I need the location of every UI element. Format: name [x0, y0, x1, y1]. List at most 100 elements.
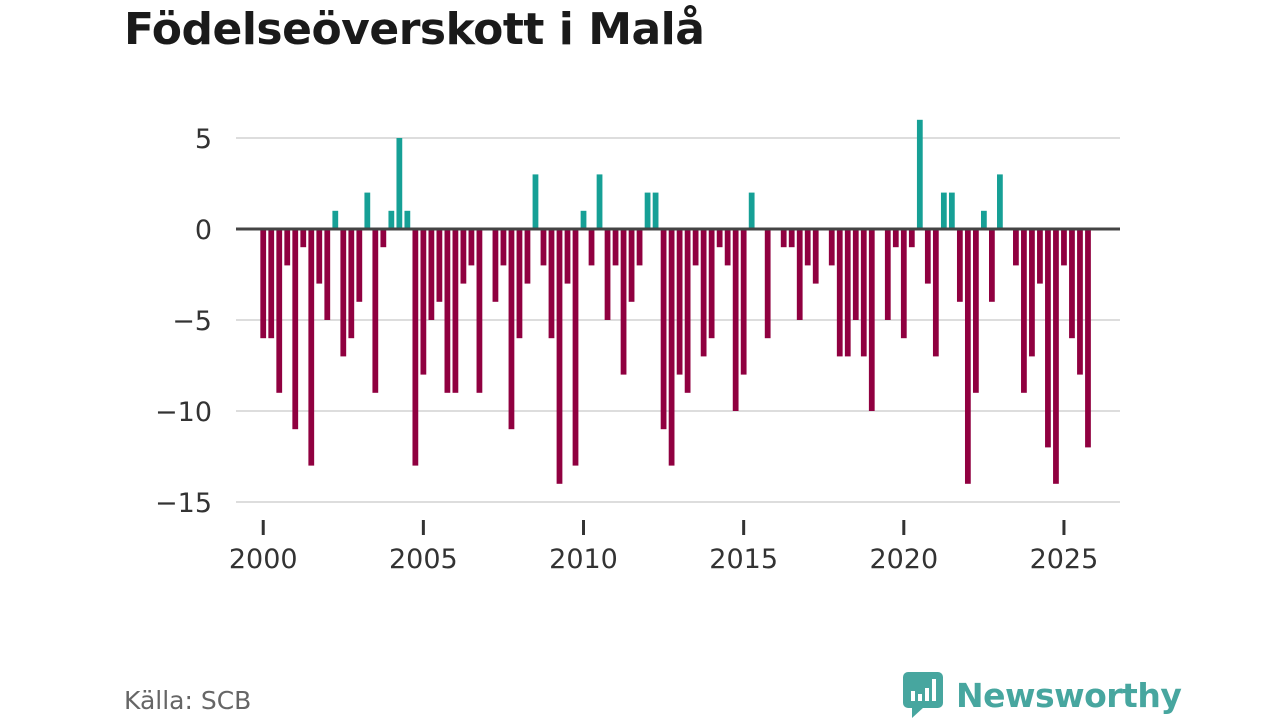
bar-negative [892, 229, 899, 248]
bar-negative [828, 229, 835, 266]
bar-negative [604, 229, 611, 320]
bar-negative [524, 229, 531, 284]
bar-negative [668, 229, 675, 466]
bar-negative [868, 229, 875, 411]
bar-positive [388, 210, 395, 229]
bar-negative [844, 229, 851, 357]
bar-negative [612, 229, 619, 266]
bar-positive [404, 210, 411, 229]
bar-negative [284, 229, 291, 266]
y-tick-label: −5 [172, 306, 212, 337]
bar-positive [748, 192, 755, 229]
bar-negative [764, 229, 771, 339]
bar-negative [692, 229, 699, 266]
bar-negative [676, 229, 683, 375]
bar-positive [532, 174, 539, 229]
bar-negative [884, 229, 891, 320]
chart-title: Födelseöverskott i Malå [124, 4, 705, 55]
newsworthy-bar-chart-logo-icon [903, 672, 943, 718]
bar-negative [788, 229, 795, 248]
bar-negative [740, 229, 747, 375]
bar-negative [716, 229, 723, 248]
x-tick-label: 2025 [1030, 544, 1099, 575]
axes: 5 0 −5 −10 −15 2000 2005 2010 2015 2020 2025 [155, 124, 1120, 575]
bar-negative [420, 229, 427, 375]
bar-negative [460, 229, 467, 284]
bar-negative [628, 229, 635, 302]
bar-negative [852, 229, 859, 320]
bar-negative [492, 229, 499, 302]
bar-negative [428, 229, 435, 320]
x-tick-label: 2005 [389, 544, 458, 575]
bar-negative [708, 229, 715, 339]
bar-negative [1085, 229, 1091, 448]
bar-positive [364, 192, 371, 229]
x-tick-label: 2010 [549, 544, 618, 575]
y-tick-label: 0 [195, 215, 212, 246]
bar-negative [324, 229, 331, 320]
bar-negative [732, 229, 739, 411]
bar-negative [1077, 229, 1083, 375]
bar-negative [956, 229, 963, 302]
bar-negative [572, 229, 579, 466]
bar-negative [260, 229, 267, 339]
y-tick-label: 5 [195, 124, 212, 155]
bar-negative [900, 229, 907, 339]
bar-negative [1045, 229, 1051, 448]
bar-negative [924, 229, 931, 284]
bar-negative [1053, 229, 1059, 484]
brand-name: Newsworthy [956, 675, 1182, 715]
bar-negative [1029, 229, 1035, 357]
bar-negative [700, 229, 707, 357]
bar-negative [556, 229, 563, 484]
bar-negative [564, 229, 571, 284]
bar-negative [660, 229, 667, 430]
bar-negative [780, 229, 787, 248]
bar-negative [412, 229, 419, 466]
bar-negative [1069, 229, 1075, 339]
bar-negative [796, 229, 803, 320]
bar-negative [516, 229, 523, 339]
bar-negative [476, 229, 483, 393]
bar-negative [1013, 229, 1019, 266]
bar-negative [972, 229, 979, 393]
bar-negative [372, 229, 379, 393]
bar-negative [268, 229, 275, 339]
bar-negative [500, 229, 507, 266]
bar-negative [964, 229, 971, 484]
bar-negative [836, 229, 843, 357]
bar-negative [444, 229, 451, 393]
bar-negative [316, 229, 323, 284]
bar-negative [1037, 229, 1043, 284]
bar-negative [348, 229, 355, 339]
bar-negative [548, 229, 555, 339]
bar-negative [588, 229, 595, 266]
bar-positive [997, 174, 1003, 229]
bar-positive [644, 192, 651, 229]
bar-negative [620, 229, 627, 375]
x-tick-label: 2015 [709, 544, 778, 575]
bar-negative [540, 229, 547, 266]
bar-negative [636, 229, 643, 266]
bar-negative [1061, 229, 1067, 266]
bar-positive [940, 192, 947, 229]
bar-negative [932, 229, 939, 357]
bar-negative [276, 229, 283, 393]
bar-positive [580, 210, 587, 229]
y-tick-label: −10 [155, 397, 212, 428]
y-tick-label: −15 [155, 488, 212, 519]
bar-negative [812, 229, 819, 284]
bar-negative [989, 229, 995, 302]
bar-positive [980, 210, 987, 229]
bar-chart: 5 0 −5 −10 −15 2000 2005 2010 2015 2020 2025 [155, 119, 1120, 575]
bar-negative [724, 229, 731, 266]
bar-negative [356, 229, 363, 302]
brand-logo[interactable]: Newsworthy [902, 670, 1182, 720]
bar-negative [300, 229, 307, 248]
bar-negative [436, 229, 443, 302]
source-label: Källa: SCB [124, 686, 252, 715]
bar-negative [684, 229, 691, 393]
bar-negative [380, 229, 387, 248]
bar-negative [908, 229, 915, 248]
bar-positive [396, 138, 403, 229]
